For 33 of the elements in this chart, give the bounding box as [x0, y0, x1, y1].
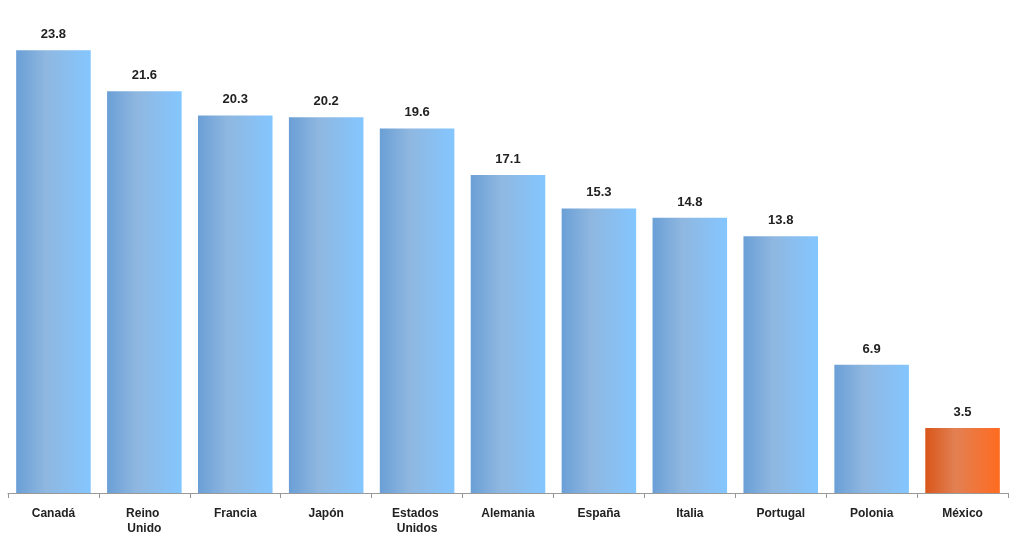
- data-label: 6.9: [862, 340, 881, 356]
- data-label: 23.8: [40, 26, 67, 42]
- data-label: 20.3: [222, 91, 248, 107]
- data-label: 20.2: [313, 93, 339, 109]
- data-label: 19.6: [404, 104, 430, 120]
- data-label: 17.1: [495, 150, 521, 166]
- bar: [198, 115, 273, 493]
- bar: [16, 50, 91, 493]
- bar: [925, 427, 1000, 493]
- bar: [834, 364, 909, 493]
- x-tick-label: Portugal: [756, 505, 806, 520]
- x-tick-label: Japón: [308, 505, 344, 520]
- x-tick-label: España: [577, 505, 621, 520]
- x-tick-label: Canadá: [31, 505, 76, 520]
- bar: [379, 128, 455, 493]
- bar: [470, 174, 546, 493]
- data-label: 15.3: [586, 184, 612, 200]
- x-tick-label: Polonia: [849, 505, 894, 520]
- x-tick-label: México: [942, 505, 983, 520]
- bar: [561, 208, 637, 493]
- bar: [652, 217, 728, 493]
- data-label: 3.5: [953, 403, 972, 419]
- x-tick-label: Alemania: [481, 505, 535, 520]
- x-tick-label: Italia: [676, 505, 704, 520]
- bar: [288, 117, 364, 493]
- data-label: 13.8: [768, 212, 794, 228]
- x-tick-label: Estados Unidos: [392, 505, 443, 535]
- x-tick-label: Francia: [213, 505, 257, 520]
- x-tick-label: Reino Unido: [126, 505, 163, 535]
- data-label: 21.6: [131, 67, 158, 83]
- data-label: 14.8: [677, 193, 703, 209]
- bar: [743, 236, 818, 493]
- bar: [107, 91, 182, 493]
